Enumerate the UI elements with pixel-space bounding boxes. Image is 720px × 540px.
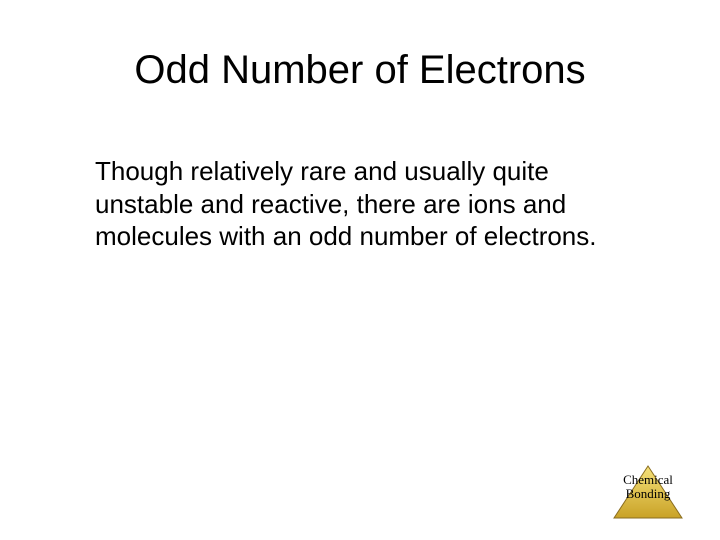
slide-body-text: Though relatively rare and usually quite… — [95, 155, 630, 253]
footer-label-line1: Chemical — [623, 473, 673, 487]
footer-label-line2: Bonding — [623, 487, 673, 501]
footer-badge: Chemical Bonding — [608, 460, 688, 520]
slide-title: Odd Number of Electrons — [0, 48, 720, 93]
footer-label: Chemical Bonding — [623, 473, 673, 502]
